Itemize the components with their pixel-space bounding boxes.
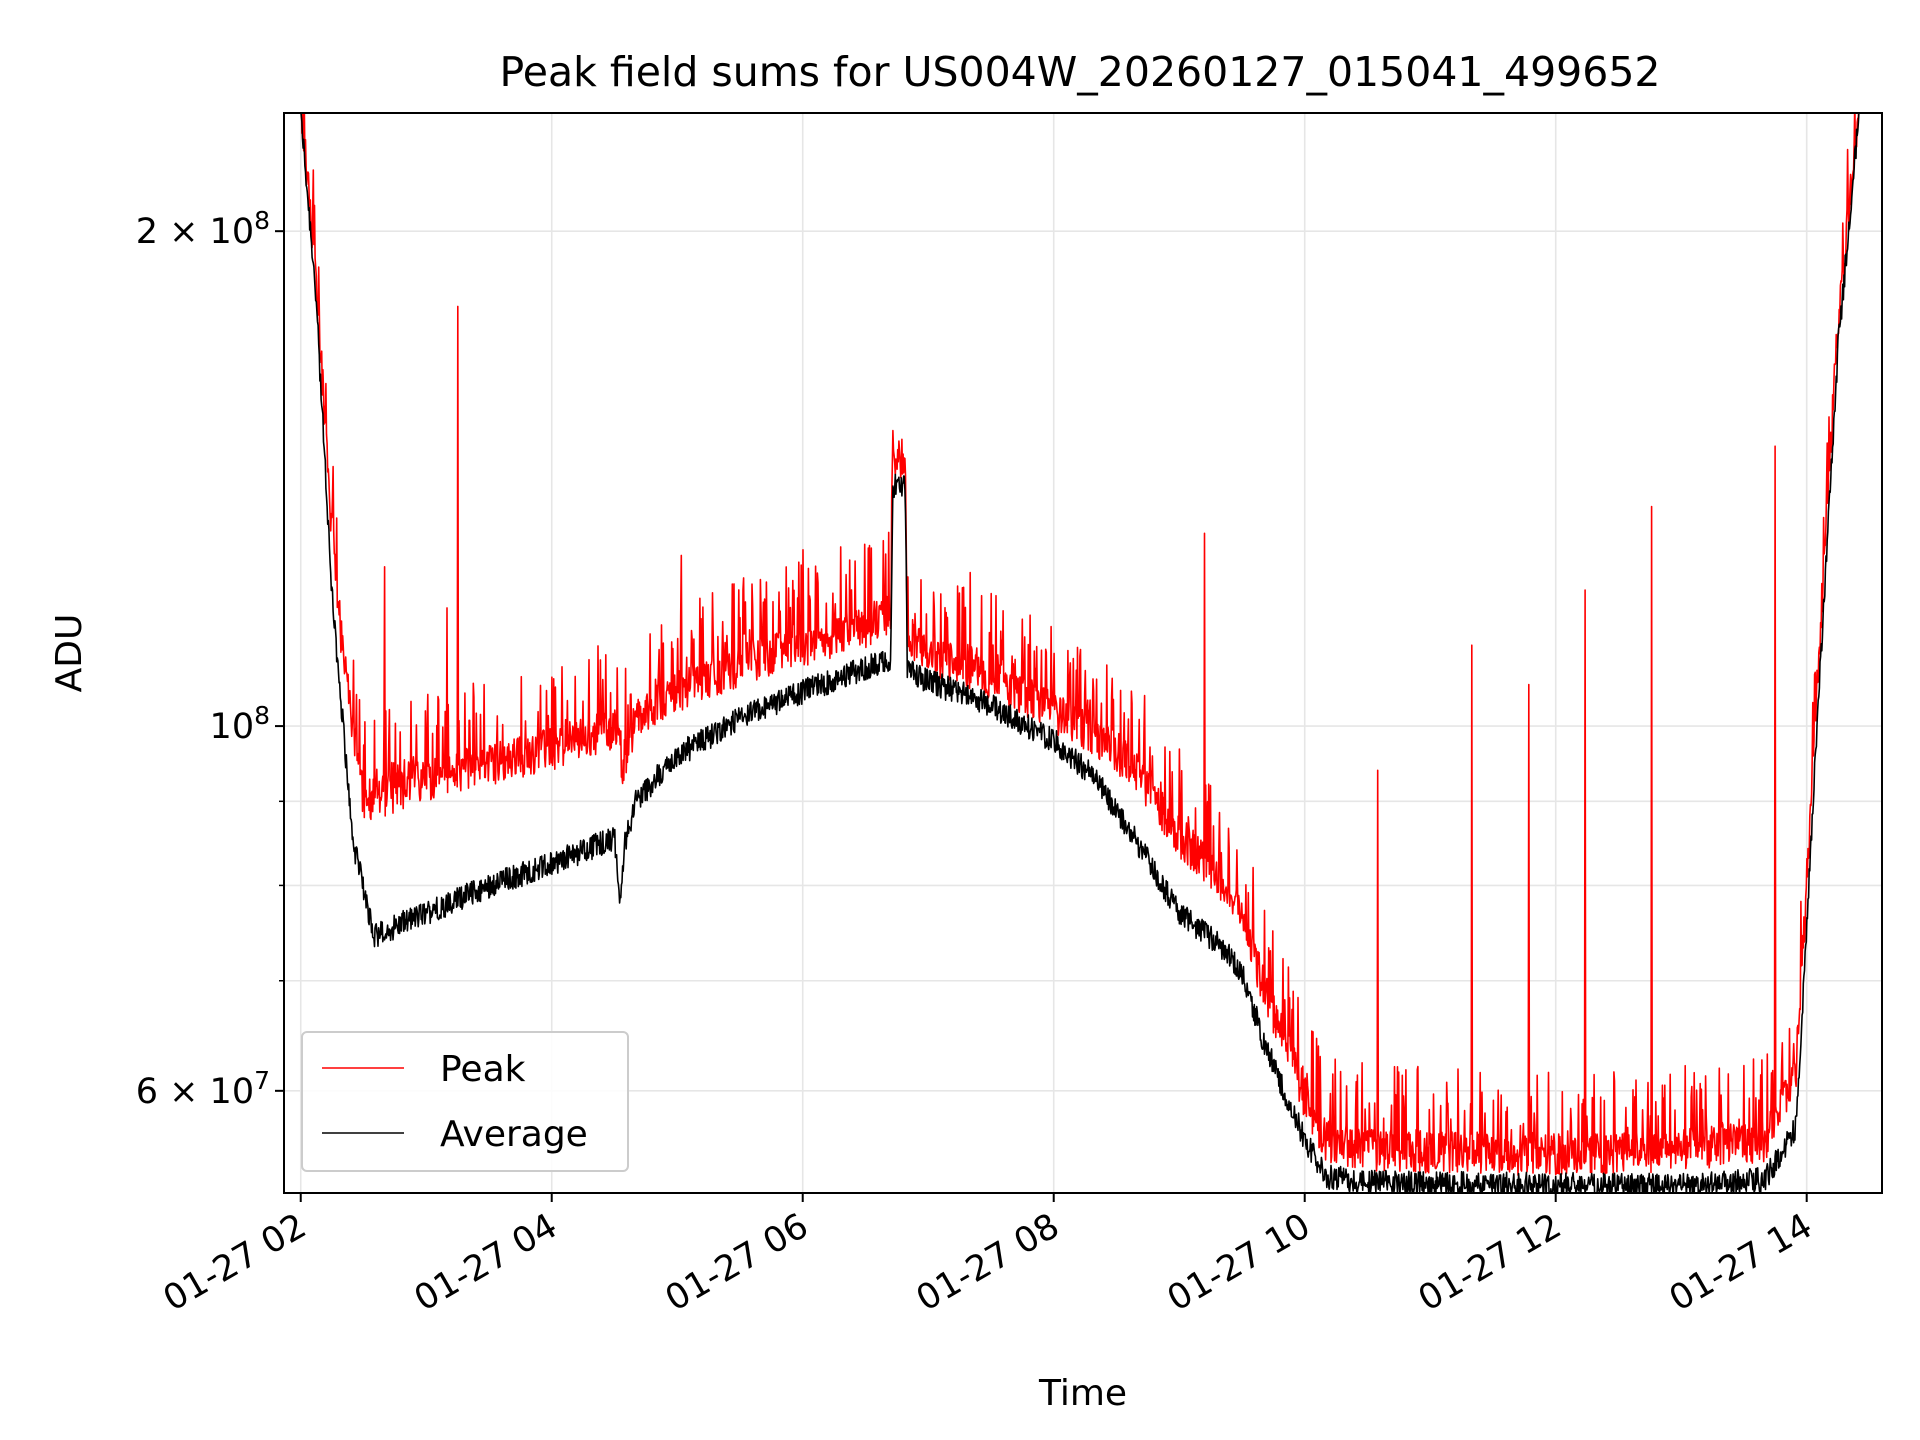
y-tick-label: 6 × 107: [136, 1066, 270, 1112]
y-axis-ticks: 6 × 107 108 2 × 108: [136, 206, 284, 1112]
average-series-line: [300, 113, 1860, 1193]
y-tick-label: 2 × 108: [136, 206, 270, 252]
plot-frame: [283, 112, 1883, 1194]
legend: Peak Average: [301, 1031, 629, 1172]
x-axis-label: Time: [1038, 1373, 1127, 1414]
y-tick-label: 108: [210, 701, 270, 747]
series-layer: [300, 113, 1860, 1193]
y-axis-label: ADU: [49, 614, 90, 693]
legend-peak-label: Peak: [440, 1049, 526, 1090]
legend-average-label: Average: [440, 1114, 588, 1155]
chart-title: Peak field sums for US004W_20260127_0150…: [499, 48, 1660, 96]
legend-box: [301, 1031, 629, 1172]
peak-series-line: [300, 113, 1860, 1176]
